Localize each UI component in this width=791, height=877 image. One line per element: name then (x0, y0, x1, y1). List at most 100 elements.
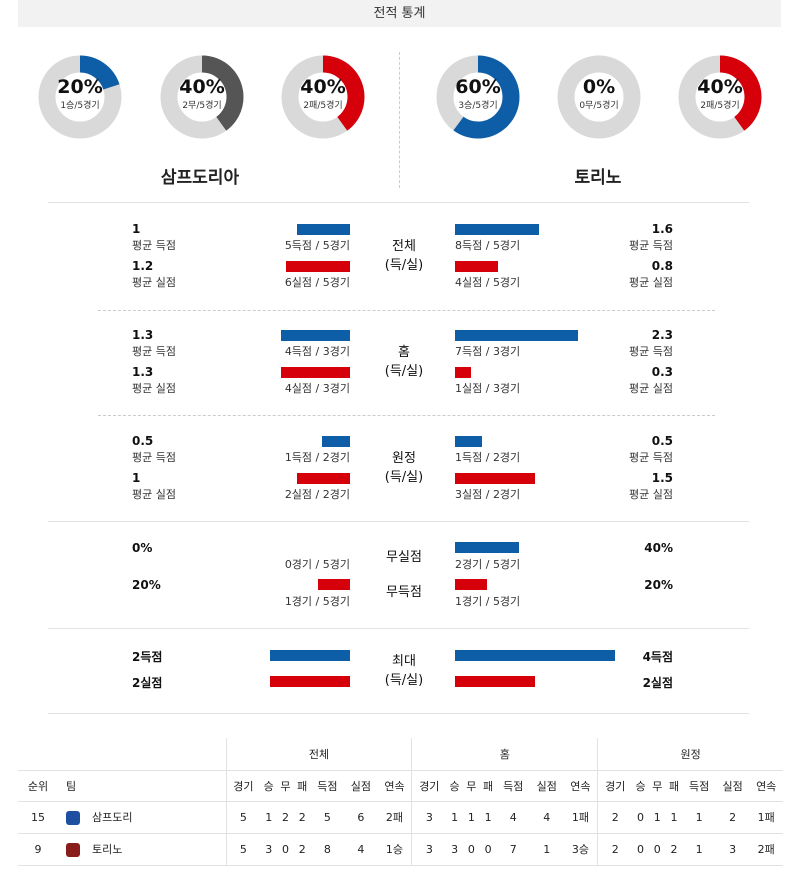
donut-fill (436, 55, 520, 139)
away-avg-goals-label: 평균 득점 (629, 239, 673, 252)
team-logo-icon (66, 843, 80, 857)
stat-cell: 2 (277, 801, 294, 834)
stat-cell: 6 (344, 801, 378, 834)
home-conceded-caption: 4실점 / 3경기 (284, 382, 350, 395)
team-logo-icon (66, 811, 80, 825)
col-header-home: 연속 (563, 770, 598, 802)
away-conceded-bar (455, 367, 471, 378)
away-max-conceded-bar (455, 676, 535, 687)
stat-cell: 4 (529, 801, 564, 834)
stat-cell: 3 (260, 833, 278, 866)
donut-caption: 2무/5경기 (182, 101, 222, 111)
home-clean-sheet-caption: 0경기 / 5경기 (284, 558, 350, 571)
donut-caption: 0무/5경기 (579, 101, 619, 111)
away-goals-caption: 1득점 / 2경기 (455, 451, 521, 464)
donut-caption: 3승/5경기 (458, 101, 498, 111)
col-header-home: 무 (462, 770, 480, 802)
donut-chart: 40% 2무/5경기 (157, 52, 247, 142)
col-header-home: 실점 (529, 770, 564, 802)
donut-fill (38, 55, 122, 139)
stat-cell: 3 (446, 833, 463, 866)
donut-percent: 40% (697, 76, 743, 98)
stat-cell: 3 (411, 833, 447, 866)
col-header-total: 무 (277, 770, 294, 802)
col-header-away: 무 (648, 770, 666, 802)
away-avg-goals: 0.5 (651, 434, 673, 448)
team-divider (399, 52, 400, 188)
home-conceded-bar (286, 261, 350, 272)
home-avg-goals: 0.5 (132, 434, 154, 448)
stat-cell: 2 (597, 801, 633, 834)
col-header-home: 승 (446, 770, 463, 802)
divider (48, 713, 749, 714)
stat-cell: 1 (446, 801, 463, 834)
home-avg-conceded: 1.2 (132, 259, 154, 273)
away-avg-goals-label: 평균 득점 (629, 345, 673, 358)
stat-cell: 3 (715, 833, 750, 866)
stat-cell: 2 (293, 801, 311, 834)
home-avg-conceded-label: 평균 실점 (132, 382, 176, 395)
team-cell[interactable]: 삼프도리 (58, 801, 226, 834)
group-total-header: 전체 (225, 738, 412, 771)
col-header-total: 승 (260, 770, 278, 802)
away-avg-goals: 2.3 (651, 328, 673, 342)
away-goals-caption: 8득점 / 5경기 (455, 239, 521, 252)
col-header-total: 득점 (310, 770, 345, 802)
stat-cell: 5 (225, 833, 261, 866)
center-label-clean-sheet: 무실점 (386, 550, 422, 565)
donut-percent: 40% (179, 76, 225, 98)
home-goals-bar (281, 330, 350, 341)
group-away-header: 원정 (597, 738, 783, 771)
away-max-conceded: 2실점 (642, 676, 673, 690)
stat-cell: 3승 (563, 833, 598, 866)
home-avg-conceded: 1 (132, 471, 141, 485)
away-avg-conceded-label: 평균 실점 (629, 488, 673, 501)
donut-ring (160, 55, 244, 139)
donut-ring (557, 55, 641, 139)
col-header-home: 득점 (496, 770, 530, 802)
away-conceded-bar (455, 473, 535, 484)
table-row[interactable]: 9 토리노 5 3 0 2 8 4 1승 3 3 0 0 7 1 3승 2 0 0 2 1 3 2패 (18, 833, 783, 866)
away-goals-caption: 7득점 / 3경기 (455, 345, 521, 358)
home-goals-bar (322, 436, 350, 447)
stat-cell: 1 (462, 801, 480, 834)
home-goals-bar (297, 224, 350, 235)
donut-chart: 40% 2패/5경기 (675, 52, 765, 142)
stat-cell: 0 (277, 833, 294, 866)
stat-cell: 2 (293, 833, 311, 866)
stat-cell: 5 (310, 801, 345, 834)
away-avg-goals-label: 평균 득점 (629, 451, 673, 464)
team-cell[interactable]: 토리노 (58, 833, 226, 866)
stat-cell: 2패 (749, 833, 783, 866)
home-avg-goals-label: 평균 득점 (132, 451, 176, 464)
donut-caption: 2패/5경기 (303, 101, 343, 111)
home-avg-conceded: 1.3 (132, 365, 154, 379)
donut-percent: 20% (57, 76, 103, 98)
table-row[interactable]: 15 삼프도리 5 1 2 2 5 6 2패 3 1 1 1 4 4 1패 2 0 1 1 1 2 1패 (18, 801, 783, 834)
stat-cell: 1패 (749, 801, 783, 834)
stat-cell: 1 (648, 801, 666, 834)
away-conceded-caption: 4실점 / 5경기 (455, 276, 521, 289)
home-max-conceded-bar (270, 676, 350, 687)
stat-cell: 1 (479, 801, 497, 834)
away-clean-sheet-bar (455, 542, 519, 553)
away-goals-bar (455, 224, 539, 235)
donut-fill (281, 55, 365, 139)
stat-cell: 1 (260, 801, 278, 834)
stat-cell: 1 (665, 801, 683, 834)
away-no-score-bar (455, 579, 487, 590)
table-group-header: 전체 홈 원정 (18, 738, 783, 771)
team-header: 팀 (58, 770, 226, 802)
donut-fill (160, 55, 244, 139)
home-conceded-bar (297, 473, 350, 484)
stat-cell: 3 (411, 801, 447, 834)
center-label-total: 전체 (득/실) (384, 239, 424, 273)
col-header-total: 연속 (377, 770, 412, 802)
table-column-header: 순위 팀 경기 승 무 패 득점 실점 연속 경기 승 무 패 득점 실점 연속 경기 승 무 패 득점 실점 연속 (18, 770, 783, 802)
stat-cell: 1 (529, 833, 564, 866)
home-avg-goals-label: 평균 득점 (132, 239, 176, 252)
donut-percent: 40% (300, 76, 346, 98)
away-clean-sheet-pct: 40% (644, 541, 673, 555)
team-name: 삼프도리 (92, 811, 133, 824)
donut-ring (678, 55, 762, 139)
